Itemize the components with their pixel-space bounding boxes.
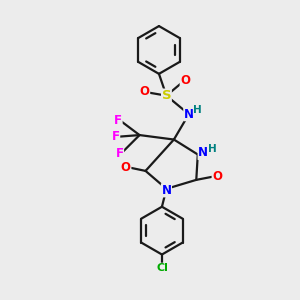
Text: S: S [162, 89, 171, 102]
Text: O: O [212, 170, 222, 183]
Text: O: O [121, 161, 131, 174]
Text: H: H [208, 144, 217, 154]
Text: F: F [112, 130, 120, 143]
Text: H: H [194, 105, 202, 115]
Text: N: N [184, 108, 194, 121]
Text: O: O [180, 74, 190, 87]
Text: F: F [114, 114, 122, 127]
Text: Cl: Cl [156, 263, 168, 273]
Text: N: N [161, 184, 171, 197]
Text: F: F [116, 147, 124, 161]
Text: O: O [140, 85, 150, 98]
Text: N: N [198, 146, 208, 160]
